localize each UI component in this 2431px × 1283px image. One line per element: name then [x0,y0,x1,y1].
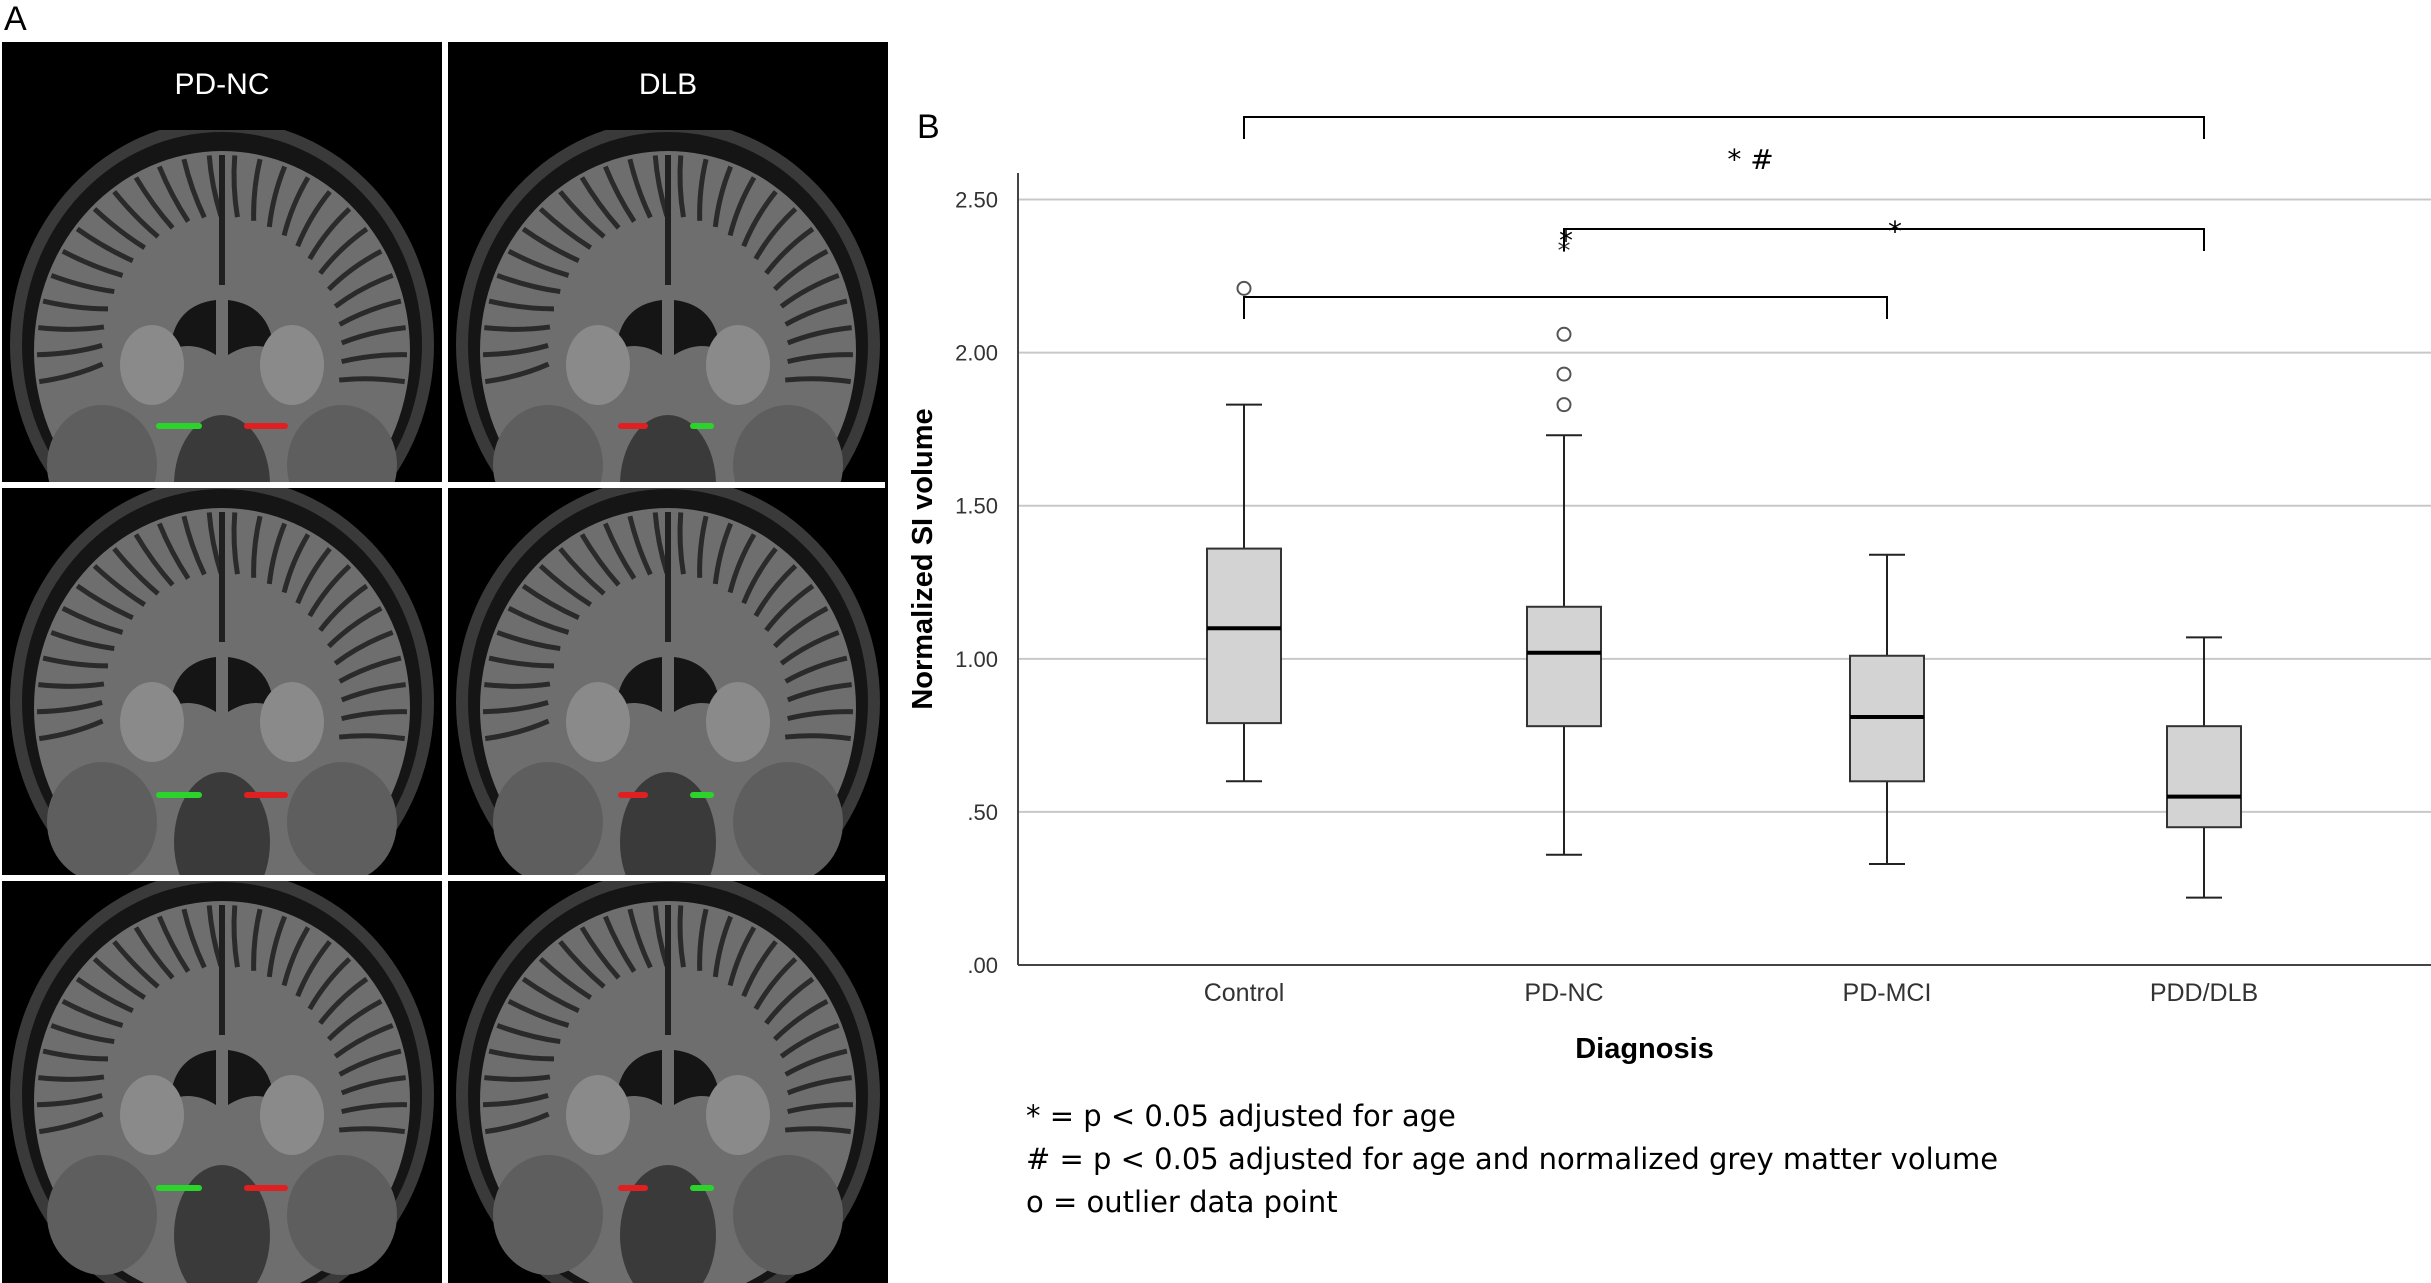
significance-label: * [1559,224,1573,257]
outlier-point [1556,326,1572,342]
y-tick-label: 2.00 [955,341,998,366]
x-tick-label: PD-MCI [1843,979,1932,1007]
bracket-line [1243,296,1888,319]
y-tick-label: 1.50 [955,494,998,519]
y-tick-label: .50 [967,800,998,825]
bracket-line [1563,228,2205,251]
footnote-asterisk: * = p < 0.05 adjusted for age [1026,1099,1456,1133]
footnotes: * = p < 0.05 adjusted for age # = p < 0.… [1026,1095,1998,1224]
significance-label: * [1888,215,1902,248]
box-iqr [1526,605,1602,728]
mri-slice [2,880,442,1283]
box-pdd-dlb [2166,636,2242,899]
mri-slice [2,487,442,875]
bracket-line [1243,116,2205,139]
box-pd-nc: * [1526,236,1602,856]
mri-column-title: DLB [638,68,698,101]
x-axis-title: Diagnosis [1575,1033,1714,1065]
x-tick-label: PDD/DLB [2150,979,2258,1007]
mri-column-title: PD-NC [174,68,270,101]
box-iqr [2166,725,2242,829]
x-tick-label: Control [1204,979,1285,1007]
significance-bracket: * [1243,224,1888,319]
significance-label: * # [1727,143,1773,176]
y-tick-label: 2.50 [955,188,998,213]
significance-bracket: * # [1243,116,2205,176]
mri-slice [448,487,888,875]
outlier-point [1236,280,1252,296]
box-control [1206,280,1282,783]
footnote-outlier: o = outlier data point [1026,1185,1338,1219]
y-tick-label: .00 [967,953,998,978]
panel-b-label: B [917,108,940,146]
outlier-point [1556,397,1572,413]
mri-image-grid: PD-NC DLB [2,42,888,1283]
mri-column-dlb: DLB [448,42,888,1283]
box-iqr [1206,547,1282,725]
box-pd-mci [1849,553,1925,865]
mri-slice [448,880,888,1283]
box-plot: .00 .50 1.00 1.50 2.00 2.50 Control * PD-NC PD-MC… [907,116,2431,1065]
footnote-hash: # = p < 0.05 adjusted for age and normal… [1026,1142,1999,1176]
x-tick-label: PD-NC [1524,979,1603,1007]
mri-slice [2,130,442,482]
outlier-point [1556,366,1572,382]
y-tick-label: 1.00 [955,647,998,672]
extreme-point: * [1558,236,1571,266]
significance-bracket: * [1563,215,2205,251]
mri-slice [448,130,888,482]
mri-column-pd-nc: PD-NC [2,42,442,1283]
mri-row-separator [2,875,885,881]
panel-a-label: A [4,0,27,38]
mri-row-separator [2,482,885,488]
y-axis-title: Normalized SI volume [907,408,939,709]
